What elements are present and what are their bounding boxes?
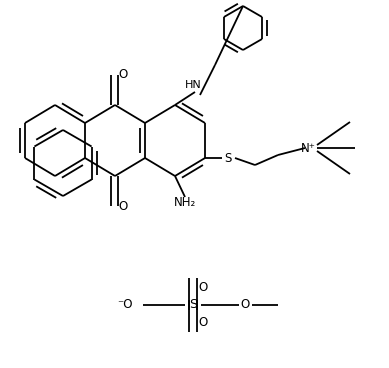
Text: NH₂: NH₂ bbox=[174, 196, 196, 209]
Text: O: O bbox=[198, 281, 207, 294]
Text: O: O bbox=[118, 68, 128, 81]
Text: O: O bbox=[240, 298, 250, 311]
Text: HN: HN bbox=[185, 80, 202, 90]
Text: O: O bbox=[118, 199, 128, 212]
Text: O: O bbox=[198, 316, 207, 329]
Text: S: S bbox=[189, 298, 197, 311]
Text: ⁻O: ⁻O bbox=[117, 298, 133, 311]
Text: S: S bbox=[224, 152, 232, 164]
Text: N⁺: N⁺ bbox=[301, 142, 315, 155]
